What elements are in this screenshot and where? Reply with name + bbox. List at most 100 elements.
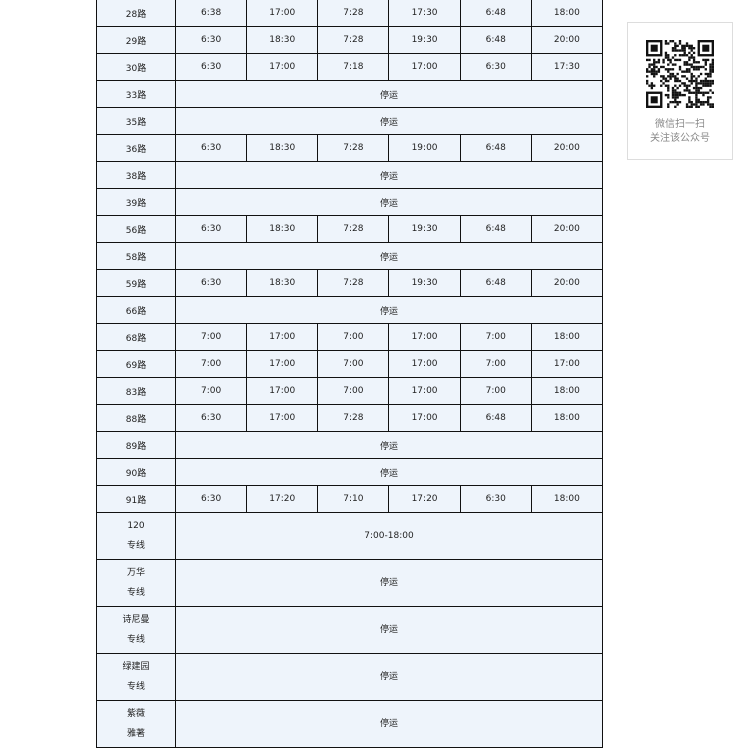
route-name-text-2: 专线 bbox=[126, 541, 145, 551]
time-cell: 18:30 bbox=[246, 26, 319, 54]
time-cell: 7:28 bbox=[317, 134, 390, 162]
qr-code-icon bbox=[646, 40, 714, 108]
status-cell: 停运 bbox=[175, 458, 603, 486]
table-row: 36路 6:30 18:30 7:28 19:00 6:48 20:00 bbox=[96, 134, 604, 162]
time-cell: 18:00 bbox=[530, 323, 604, 351]
status-cell: 停运 bbox=[175, 161, 603, 189]
route-name-text: 69路 bbox=[125, 360, 147, 371]
route-name-text-2: 专线 bbox=[126, 682, 145, 692]
time-cell: 7:00 bbox=[317, 323, 390, 351]
route-name-text: 36路 bbox=[125, 144, 147, 155]
time-cell: 7:28 bbox=[317, 215, 390, 243]
time-cell: 17:30 bbox=[530, 53, 604, 81]
table-row: 绿建园 专线 停运 bbox=[96, 653, 603, 701]
table-row: 30路 6:30 17:00 7:18 17:00 6:30 17:30 bbox=[96, 53, 604, 81]
route-name-text: 59路 bbox=[125, 279, 147, 290]
route-name-text: 120 bbox=[127, 521, 145, 531]
route-name: 紫薇 雅著 bbox=[96, 700, 176, 748]
time-cell: 18:30 bbox=[246, 215, 319, 243]
time-cell: 7:00 bbox=[174, 323, 248, 351]
table-row: 69路 7:00 17:00 7:00 17:00 7:00 17:00 bbox=[96, 350, 604, 378]
route-name: 万华 专线 bbox=[96, 559, 176, 607]
time-cell: 7:28 bbox=[317, 269, 390, 297]
time-cell: 17:30 bbox=[388, 0, 461, 27]
time-cell: 18:30 bbox=[246, 269, 319, 297]
table-row: 89路 停运 bbox=[96, 431, 603, 459]
time-cell: 7:00 bbox=[459, 350, 532, 378]
table-row: 58路 停运 bbox=[96, 242, 603, 270]
route-name-text: 90路 bbox=[125, 468, 147, 479]
time-cell: 18:30 bbox=[246, 134, 319, 162]
route-name: 28路 bbox=[96, 0, 176, 27]
time-cell: 7:00 bbox=[174, 377, 248, 405]
route-name: 90路 bbox=[96, 458, 176, 486]
route-name: 88路 bbox=[96, 404, 176, 432]
time-cell: 17:00 bbox=[246, 404, 319, 432]
qr-code-panel: 微信扫一扫 关注该公众号 bbox=[627, 22, 733, 160]
table-row: 35路 停运 bbox=[96, 107, 603, 135]
table-row: 38路 停运 bbox=[96, 161, 603, 189]
status-cell: 7:00-18:00 bbox=[175, 512, 603, 560]
route-name: 58路 bbox=[96, 242, 176, 270]
time-cell: 17:00 bbox=[388, 323, 461, 351]
route-name-text: 万华 bbox=[126, 568, 145, 578]
status-cell: 停运 bbox=[175, 296, 603, 324]
time-cell: 6:48 bbox=[459, 26, 532, 54]
route-name-text: 紫薇 bbox=[126, 709, 145, 719]
time-cell: 6:30 bbox=[174, 269, 248, 297]
route-name: 83路 bbox=[96, 377, 176, 405]
time-cell: 17:00 bbox=[246, 53, 319, 81]
time-cell: 18:00 bbox=[530, 404, 604, 432]
time-cell: 18:00 bbox=[530, 0, 604, 27]
route-name: 33路 bbox=[96, 80, 176, 108]
time-cell: 7:28 bbox=[317, 26, 390, 54]
route-name-text-2: 雅著 bbox=[126, 729, 145, 739]
status-cell: 停运 bbox=[175, 700, 603, 748]
status-cell: 停运 bbox=[175, 107, 603, 135]
time-cell: 17:20 bbox=[246, 485, 319, 513]
table-row: 68路 7:00 17:00 7:00 17:00 7:00 18:00 bbox=[96, 323, 604, 351]
time-cell: 19:30 bbox=[388, 215, 461, 243]
route-name: 29路 bbox=[96, 26, 176, 54]
status-cell: 停运 bbox=[175, 188, 603, 216]
qr-caption-line2: 关注该公众号 bbox=[650, 133, 710, 144]
route-name: 56路 bbox=[96, 215, 176, 243]
route-name-text: 绿建园 bbox=[122, 662, 150, 672]
time-cell: 7:00 bbox=[317, 350, 390, 378]
time-cell: 6:30 bbox=[174, 485, 248, 513]
status-cell: 停运 bbox=[175, 242, 603, 270]
route-name: 66路 bbox=[96, 296, 176, 324]
route-name-text: 诗尼曼 bbox=[122, 615, 150, 625]
route-name-text: 29路 bbox=[125, 36, 147, 47]
table-row: 90路 停运 bbox=[96, 458, 603, 486]
time-cell: 17:00 bbox=[530, 350, 604, 378]
time-cell: 6:30 bbox=[174, 53, 248, 81]
table-row: 33路 停运 bbox=[96, 80, 603, 108]
time-cell: 6:30 bbox=[174, 134, 248, 162]
time-cell: 20:00 bbox=[530, 26, 604, 54]
bus-schedule-table: 28路 6:38 17:00 7:28 17:30 6:48 18:00 29路 6:30 18:… bbox=[96, 0, 604, 748]
route-name-text: 88路 bbox=[125, 414, 147, 425]
route-name: 绿建园 专线 bbox=[96, 653, 176, 701]
time-cell: 6:30 bbox=[174, 26, 248, 54]
table-row: 28路 6:38 17:00 7:28 17:30 6:48 18:00 bbox=[96, 0, 604, 27]
route-name-text: 35路 bbox=[125, 117, 147, 128]
table-row: 59路 6:30 18:30 7:28 19:30 6:48 20:00 bbox=[96, 269, 604, 297]
time-cell: 6:30 bbox=[459, 485, 532, 513]
status-cell: 停运 bbox=[175, 431, 603, 459]
status-cell: 停运 bbox=[175, 606, 603, 654]
route-name: 诗尼曼 专线 bbox=[96, 606, 176, 654]
time-cell: 19:30 bbox=[388, 26, 461, 54]
qr-caption-line1: 微信扫一扫 bbox=[655, 119, 705, 130]
time-cell: 7:00 bbox=[174, 350, 248, 378]
time-cell: 17:00 bbox=[246, 350, 319, 378]
time-cell: 6:48 bbox=[459, 215, 532, 243]
time-cell: 17:00 bbox=[246, 377, 319, 405]
route-name: 36路 bbox=[96, 134, 176, 162]
time-cell: 6:48 bbox=[459, 269, 532, 297]
route-name-text: 39路 bbox=[125, 198, 147, 209]
time-cell: 6:48 bbox=[459, 0, 532, 27]
route-name-text-2: 专线 bbox=[126, 588, 145, 598]
route-name-text: 89路 bbox=[125, 441, 147, 452]
table-row: 39路 停运 bbox=[96, 188, 603, 216]
